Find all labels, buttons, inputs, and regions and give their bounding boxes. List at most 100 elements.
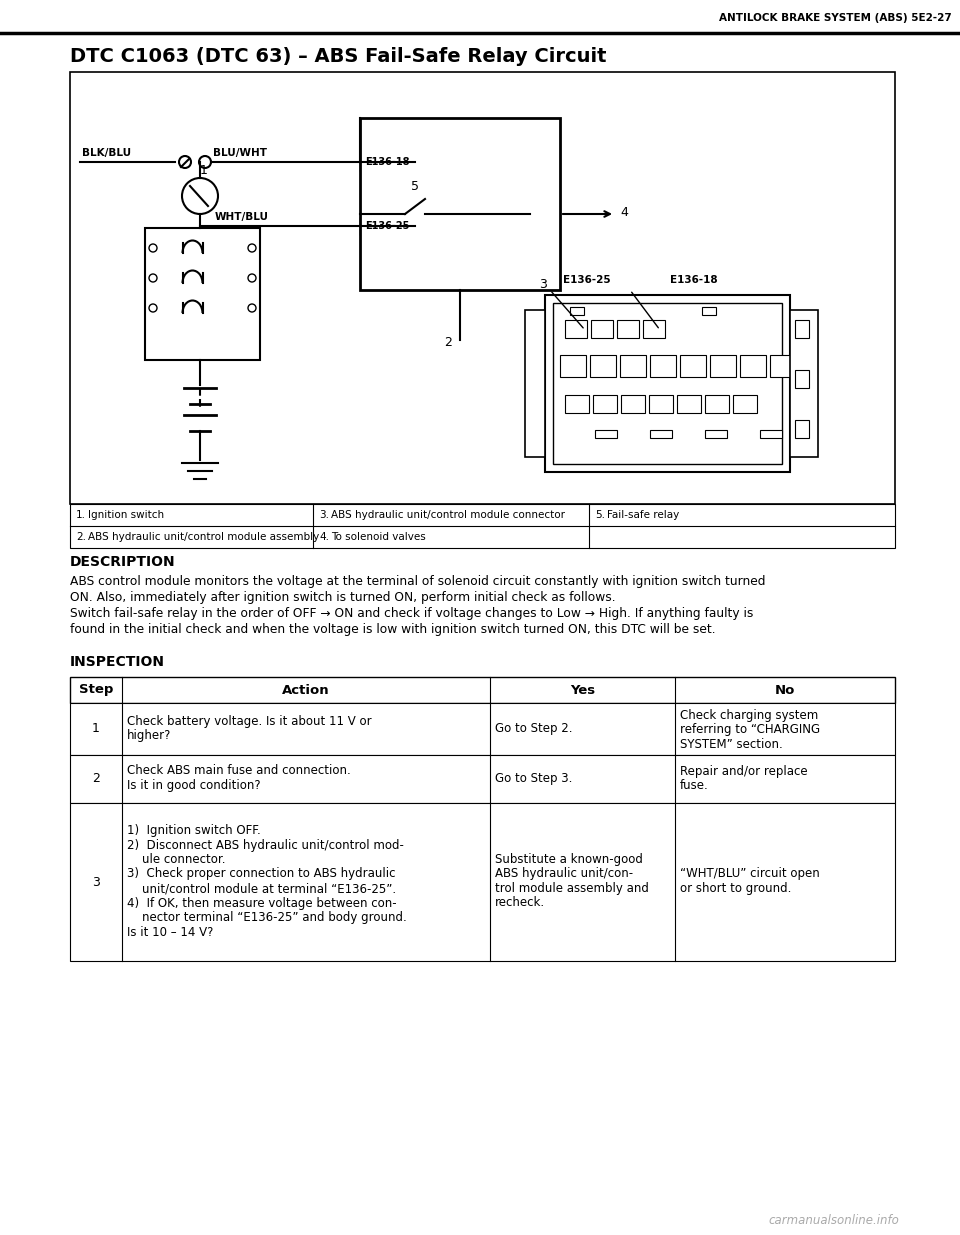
Bar xyxy=(70,504,895,548)
Text: 3.: 3. xyxy=(319,510,329,520)
Bar xyxy=(705,430,727,438)
Text: 1)  Ignition switch OFF.: 1) Ignition switch OFF. xyxy=(127,824,261,837)
Text: ABS hydraulic unit/con-: ABS hydraulic unit/con- xyxy=(495,867,634,881)
Text: Action: Action xyxy=(282,683,330,697)
Text: Is it in good condition?: Is it in good condition? xyxy=(127,779,260,792)
Text: 2.: 2. xyxy=(76,532,86,542)
Text: fuse.: fuse. xyxy=(680,779,708,792)
Text: ON. Also, immediately after ignition switch is turned ON, perform initial check : ON. Also, immediately after ignition swi… xyxy=(70,592,615,604)
Bar xyxy=(360,217,415,235)
Bar xyxy=(770,354,796,377)
Text: To solenoid valves: To solenoid valves xyxy=(331,532,425,542)
Text: carmanualsonline.info: carmanualsonline.info xyxy=(768,1214,899,1226)
Bar xyxy=(621,395,645,412)
Text: found in the initial check and when the voltage is low with ignition switch turn: found in the initial check and when the … xyxy=(70,622,715,636)
Text: Go to Step 2.: Go to Step 2. xyxy=(495,721,572,735)
Text: 5: 5 xyxy=(411,179,419,193)
Bar xyxy=(740,354,766,377)
Text: ABS hydraulic unit/control module assembly: ABS hydraulic unit/control module assemb… xyxy=(88,532,320,542)
Text: Switch fail-safe relay in the order of OFF → ON and check if voltage changes to : Switch fail-safe relay in the order of O… xyxy=(70,606,754,620)
Text: BLU/WHT: BLU/WHT xyxy=(213,148,267,158)
Text: trol module assembly and: trol module assembly and xyxy=(495,882,649,895)
Text: referring to “CHARGING: referring to “CHARGING xyxy=(680,724,820,736)
Text: recheck.: recheck. xyxy=(495,897,545,909)
Text: Check battery voltage. Is it about 11 V or: Check battery voltage. Is it about 11 V … xyxy=(127,715,372,727)
Bar xyxy=(593,395,617,412)
Text: 2: 2 xyxy=(92,773,100,785)
Text: 5.: 5. xyxy=(595,510,605,520)
Bar xyxy=(705,395,729,412)
Text: 3: 3 xyxy=(540,279,547,291)
Bar xyxy=(760,430,782,438)
Bar xyxy=(565,395,589,412)
Text: higher?: higher? xyxy=(127,729,172,742)
Bar xyxy=(650,354,676,377)
Bar xyxy=(565,320,587,338)
Bar xyxy=(790,310,818,457)
Text: Check ABS main fuse and connection.: Check ABS main fuse and connection. xyxy=(127,764,350,778)
Bar xyxy=(710,354,736,377)
Text: No: No xyxy=(775,683,795,697)
Bar xyxy=(795,420,809,438)
Bar xyxy=(620,354,646,377)
Bar xyxy=(70,703,895,755)
Bar xyxy=(360,119,560,290)
Text: unit/control module at terminal “E136-25”.: unit/control module at terminal “E136-25… xyxy=(127,882,396,895)
Bar xyxy=(553,303,782,464)
Text: Repair and/or replace: Repair and/or replace xyxy=(680,764,807,778)
Text: nector terminal “E136-25” and body ground.: nector terminal “E136-25” and body groun… xyxy=(127,911,407,924)
Bar xyxy=(595,430,617,438)
Text: 1: 1 xyxy=(200,163,208,177)
Bar xyxy=(677,395,701,412)
Bar xyxy=(680,354,706,377)
Text: Go to Step 3.: Go to Step 3. xyxy=(495,772,572,784)
Bar xyxy=(70,803,895,961)
Text: Ignition switch: Ignition switch xyxy=(88,510,164,520)
Bar xyxy=(590,354,616,377)
Text: “WHT/BLU” circuit open: “WHT/BLU” circuit open xyxy=(680,867,820,881)
Text: 1.: 1. xyxy=(76,510,86,520)
Text: Step: Step xyxy=(79,683,113,697)
Text: SYSTEM” section.: SYSTEM” section. xyxy=(680,739,782,751)
Text: WHT/BLU: WHT/BLU xyxy=(215,212,269,222)
Bar xyxy=(591,320,613,338)
Text: BLK/BLU: BLK/BLU xyxy=(82,148,132,158)
Text: ABS hydraulic unit/control module connector: ABS hydraulic unit/control module connec… xyxy=(331,510,565,520)
Text: DESCRIPTION: DESCRIPTION xyxy=(70,555,176,569)
Text: E136-18: E136-18 xyxy=(670,275,718,285)
Text: 2)  Disconnect ABS hydraulic unit/control mod-: 2) Disconnect ABS hydraulic unit/control… xyxy=(127,839,404,851)
Text: Fail-safe relay: Fail-safe relay xyxy=(607,510,680,520)
Bar xyxy=(702,308,716,315)
Text: 4.: 4. xyxy=(319,532,329,542)
Bar xyxy=(70,755,895,803)
Text: ule connector.: ule connector. xyxy=(127,853,226,866)
Text: or short to ground.: or short to ground. xyxy=(680,882,791,895)
Text: DTC C1063 (DTC 63) – ABS Fail-Safe Relay Circuit: DTC C1063 (DTC 63) – ABS Fail-Safe Relay… xyxy=(70,47,607,67)
Bar xyxy=(649,395,673,412)
Text: E136-25: E136-25 xyxy=(366,221,410,231)
Text: 3: 3 xyxy=(92,876,100,888)
Text: ANTILOCK BRAKE SYSTEM (ABS) 5E2-27: ANTILOCK BRAKE SYSTEM (ABS) 5E2-27 xyxy=(719,14,952,23)
Bar xyxy=(795,320,809,338)
Text: E136-18: E136-18 xyxy=(365,157,410,167)
Bar xyxy=(570,308,584,315)
Bar xyxy=(643,320,665,338)
Text: Is it 10 – 14 V?: Is it 10 – 14 V? xyxy=(127,925,213,939)
Bar xyxy=(617,320,639,338)
Bar xyxy=(795,370,809,388)
Text: 2: 2 xyxy=(444,336,452,350)
Bar xyxy=(650,430,672,438)
Text: 1: 1 xyxy=(92,722,100,736)
Text: E136-25: E136-25 xyxy=(563,275,611,285)
Text: 4: 4 xyxy=(620,205,628,219)
Bar xyxy=(360,153,415,170)
Text: 3)  Check proper connection to ABS hydraulic: 3) Check proper connection to ABS hydrau… xyxy=(127,867,396,881)
Text: ABS control module monitors the voltage at the terminal of solenoid circuit cons: ABS control module monitors the voltage … xyxy=(70,576,765,588)
Bar xyxy=(560,354,586,377)
Bar xyxy=(545,295,790,472)
Text: Check charging system: Check charging system xyxy=(680,709,818,722)
Text: 4)  If OK, then measure voltage between con-: 4) If OK, then measure voltage between c… xyxy=(127,897,396,909)
Bar xyxy=(733,395,757,412)
Bar xyxy=(145,228,260,359)
Bar xyxy=(525,310,545,457)
